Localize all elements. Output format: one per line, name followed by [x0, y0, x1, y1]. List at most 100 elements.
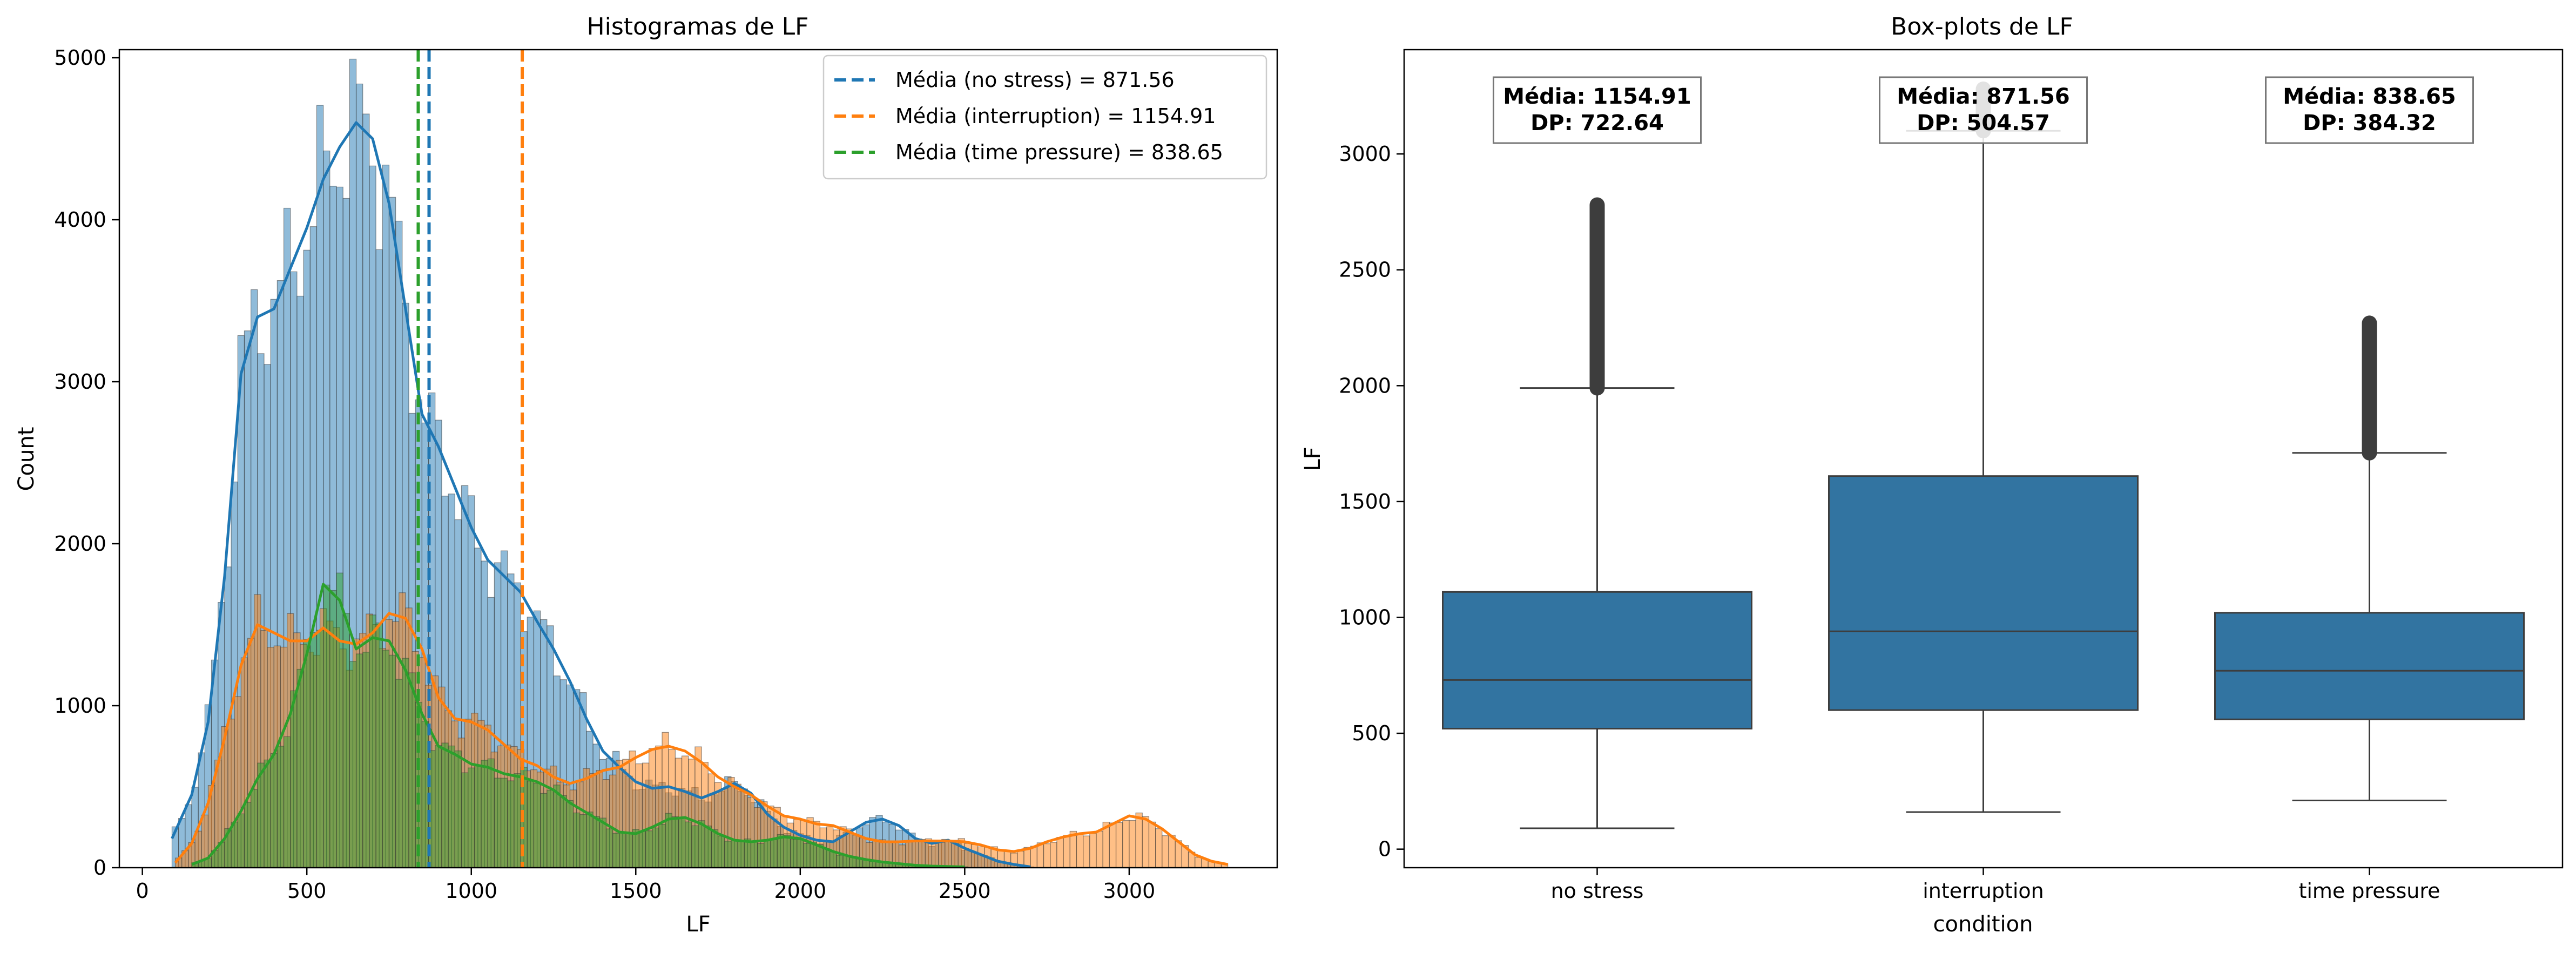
histogram-bar — [1089, 833, 1097, 868]
legend-entry: Média (time pressure) = 838.65 — [895, 140, 1223, 164]
stat-box — [2265, 76, 2474, 144]
histogram-bar — [553, 785, 561, 868]
histogram-bar — [750, 840, 758, 868]
histogram-bar — [977, 846, 985, 868]
histogram-bar — [912, 840, 919, 868]
iqr-box — [1828, 475, 2139, 711]
histogram-bar — [744, 839, 752, 868]
histogram-bar — [777, 834, 784, 868]
y-tick-label: 1500 — [1339, 490, 1391, 513]
histogram-bar — [1083, 835, 1090, 868]
histogram-bar — [938, 842, 946, 868]
histogram-bar — [1003, 850, 1011, 868]
histogram-bar — [790, 839, 798, 868]
histogram-bar — [592, 816, 600, 868]
histogram-bar — [349, 661, 357, 868]
histogram-bar — [645, 830, 653, 868]
histogram-bar — [231, 821, 238, 868]
histogram-bar — [1195, 857, 1202, 868]
histogram-bar — [382, 650, 390, 868]
x-tick-label: 0 — [136, 879, 149, 903]
histogram-bar — [309, 632, 318, 868]
histogram-bar — [296, 668, 304, 868]
histogram-bar — [822, 848, 831, 868]
x-tick-label: time pressure — [2298, 879, 2440, 903]
stat-box — [1493, 76, 1702, 144]
boxplot-x-ticks: no stress interruption time pressure — [1551, 868, 2440, 903]
legend-entry: Média (interruption) = 1154.91 — [895, 104, 1216, 128]
histogram-bar — [1050, 842, 1057, 868]
histogram-bar — [658, 824, 666, 868]
histogram-bar — [1142, 816, 1150, 868]
x-tick-label: 2000 — [774, 879, 826, 903]
histogram-bar — [342, 613, 350, 868]
histogram-bar — [783, 835, 791, 868]
histogram-bar — [441, 742, 449, 868]
histogram-bar — [494, 778, 502, 868]
y-tick-label: 500 — [1352, 721, 1391, 745]
y-tick-label: 1000 — [54, 694, 106, 718]
histogram-bar — [290, 690, 298, 868]
kde-curves — [171, 121, 1229, 868]
x-tick-label: 1000 — [445, 879, 497, 903]
histogram-bar — [1115, 822, 1123, 868]
iqr-box — [2214, 612, 2525, 720]
histogram-bar — [612, 833, 620, 868]
histogram-bar — [316, 630, 324, 868]
histogram-bar — [1030, 846, 1037, 868]
histogram-bar — [244, 802, 252, 868]
x-tick-label: 500 — [287, 879, 327, 903]
histogram-bar — [1129, 820, 1136, 868]
histogram-bar — [830, 851, 837, 868]
histogram-bar — [547, 789, 554, 868]
histogram-bar — [474, 765, 482, 868]
stat-mean-text: Média: 871.56 — [1897, 84, 2070, 109]
histogram-bar — [599, 817, 607, 868]
boxplot-title: Box-plots de LF — [1891, 13, 2073, 40]
histogram-x-ticks: 0 500 1000 1500 2000 2500 3000 — [136, 868, 1155, 903]
stat-sd-text: DP: 722.64 — [1530, 111, 1664, 136]
histogram-bar — [369, 614, 376, 868]
boxplot-y-ticks: 0 500 1000 1500 2000 2500 3000 — [1339, 142, 1404, 861]
kde-line-no-stress — [171, 121, 1031, 868]
histogram-bar — [1155, 828, 1163, 868]
histogram-bar — [964, 843, 972, 868]
histogram-y-ticks: 0 1000 2000 3000 4000 5000 — [54, 46, 119, 880]
histogram-bar — [678, 817, 686, 868]
y-tick-label: 2000 — [1339, 374, 1391, 397]
y-tick-label: 5000 — [54, 46, 106, 70]
histogram-bar — [1076, 834, 1084, 868]
legend-entry: Média (no stress) = 871.56 — [895, 68, 1175, 92]
histogram-bar — [731, 839, 738, 868]
histogram-bar — [698, 820, 705, 868]
box-interruption — [1828, 81, 2139, 813]
histogram-bar — [527, 781, 535, 868]
histogram-bar — [270, 753, 278, 868]
histogram-bar — [1122, 820, 1130, 868]
histogram-bar — [836, 855, 844, 868]
histogram-bar — [711, 829, 719, 868]
kde-line-interruption — [174, 612, 1229, 866]
histogram-bar — [1148, 821, 1156, 868]
stat-mean-text: Média: 838.65 — [2283, 84, 2456, 109]
y-tick-label: 2000 — [54, 532, 106, 556]
histogram-bar — [671, 816, 679, 868]
histogram-bar — [461, 772, 469, 868]
histogram-bar — [605, 828, 613, 868]
histogram-bar — [395, 679, 403, 868]
y-tick-label: 1000 — [1339, 605, 1391, 629]
histogram-bar — [625, 832, 633, 868]
y-tick-label: 3000 — [1339, 142, 1391, 166]
histogram-plot-frame — [118, 49, 1278, 869]
y-tick-label: 3000 — [54, 370, 106, 394]
histogram-bar — [237, 813, 245, 868]
histogram-bar — [652, 827, 659, 868]
stat-mean-text: Média: 1154.91 — [1503, 84, 1691, 109]
histogram-bar — [500, 778, 508, 868]
histogram-bar — [402, 658, 409, 868]
histogram-bar — [764, 840, 771, 868]
